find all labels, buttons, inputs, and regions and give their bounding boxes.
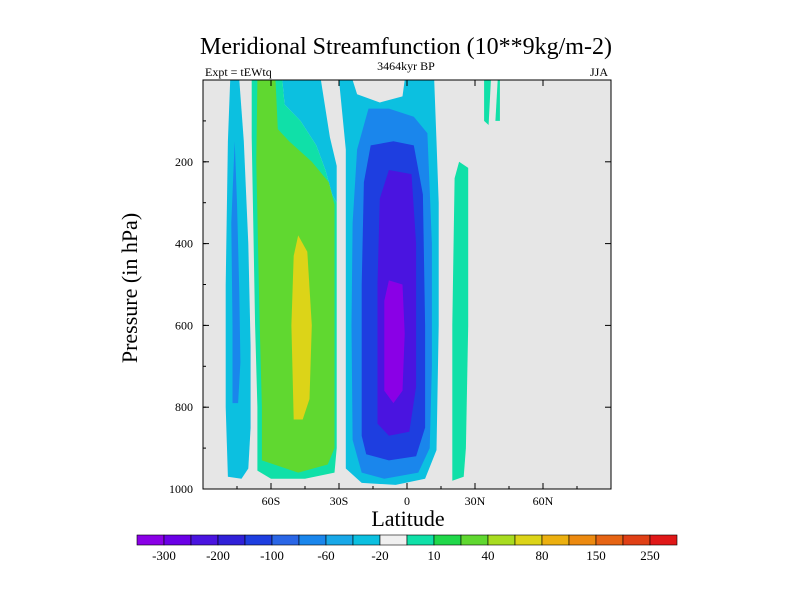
x-tick-label: 30S [330, 494, 349, 508]
colorbar-swatch [514, 534, 543, 546]
contour-region-1 [231, 141, 241, 404]
period-label: 3464kyr BP [377, 59, 435, 73]
plot-area: 60S 30S 0 30N 60N 200 400 600 800 1000 [169, 79, 612, 508]
contour-region-10 [452, 161, 469, 481]
y-tick-label: 400 [175, 237, 193, 251]
colorbar-label: 80 [536, 548, 549, 563]
colorbar-label: -200 [206, 548, 230, 563]
colorbar-label: 40 [482, 548, 495, 563]
colorbar-swatch [406, 534, 435, 546]
x-tick-label: 30N [465, 494, 486, 508]
colorbar-swatch [217, 534, 246, 546]
colorbar-swatch [352, 534, 381, 546]
y-tick-label: 600 [175, 318, 193, 332]
colorbar-label: 250 [640, 548, 660, 563]
colorbar-swatch [541, 534, 570, 546]
y-axis-ticks: 200 400 600 800 1000 [169, 120, 611, 496]
contour-region-11 [484, 80, 491, 125]
colorbar-swatch [649, 534, 678, 546]
colorbar-swatch [271, 534, 300, 546]
colorbar-swatch [568, 534, 597, 546]
colorbar-swatch [136, 534, 165, 546]
colorbar-label: 10 [428, 548, 441, 563]
colorbar-swatch [622, 534, 651, 546]
colorbar-swatch [244, 534, 273, 546]
colorbar-swatch [379, 534, 408, 546]
colorbar-swatch [433, 534, 462, 546]
colorbar-swatch [595, 534, 624, 546]
x-axis-label: Latitude [371, 506, 444, 531]
y-tick-label: 800 [175, 400, 193, 414]
colorbar-swatch [460, 534, 489, 546]
x-tick-label: 60S [262, 494, 281, 508]
chart-title: Meridional Streamfunction (10**9kg/m-2) [200, 34, 612, 60]
experiment-label: Expt = tEWtq [205, 65, 272, 79]
colorbar-swatch [298, 534, 327, 546]
colorbar-swatch [487, 534, 516, 546]
contour-region-9 [291, 235, 312, 420]
season-label: JJA [590, 65, 608, 79]
colorbar-label: -20 [371, 548, 388, 563]
y-tick-label: 200 [175, 155, 193, 169]
colorbar: -300 -200 -100 -60 -20 10 40 80 150 250 [136, 534, 678, 563]
colorbar-label: 150 [586, 548, 606, 563]
colorbar-swatch [163, 534, 192, 546]
contour-fills [225, 80, 500, 485]
contour-region-12 [495, 80, 500, 121]
colorbar-label: -60 [317, 548, 334, 563]
y-tick-label: 1000 [169, 482, 193, 496]
contour-region-6 [384, 280, 405, 404]
colorbar-swatch [325, 534, 354, 546]
y-axis-label: Pressure (in hPa) [117, 213, 142, 363]
colorbar-label: -100 [260, 548, 284, 563]
colorbar-swatch [190, 534, 219, 546]
colorbar-label: -300 [152, 548, 176, 563]
x-tick-label: 0 [404, 494, 410, 508]
x-tick-label: 60N [533, 494, 554, 508]
x-axis-ticks: 60S 30S 0 30N 60N [202, 80, 612, 508]
